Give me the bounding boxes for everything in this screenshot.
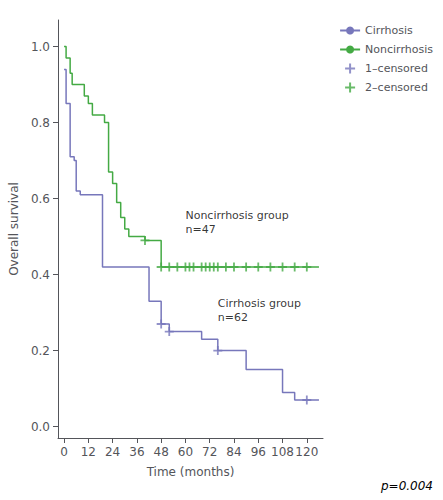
svg-text:120: 120 bbox=[295, 445, 318, 459]
svg-text:Noncirrhosis group: Noncirrhosis group bbox=[185, 209, 288, 222]
svg-text:60: 60 bbox=[178, 445, 193, 459]
svg-text:Cirrhosis group: Cirrhosis group bbox=[218, 297, 301, 310]
svg-text:72: 72 bbox=[202, 445, 217, 459]
svg-text:0.4: 0.4 bbox=[31, 268, 50, 282]
svg-text:1–censored: 1–censored bbox=[365, 62, 428, 75]
svg-text:36: 36 bbox=[129, 445, 144, 459]
svg-text:0.0: 0.0 bbox=[31, 420, 50, 434]
svg-text:n=47: n=47 bbox=[185, 223, 215, 236]
svg-text:1.0: 1.0 bbox=[31, 40, 50, 54]
svg-text:0: 0 bbox=[60, 445, 68, 459]
svg-text:0.8: 0.8 bbox=[31, 116, 50, 130]
svg-text:108: 108 bbox=[271, 445, 294, 459]
svg-text:Noncirrhosis: Noncirrhosis bbox=[365, 43, 433, 56]
svg-text:84: 84 bbox=[226, 445, 241, 459]
svg-text:Time (months): Time (months) bbox=[146, 465, 235, 479]
svg-text:0.2: 0.2 bbox=[31, 344, 50, 358]
svg-text:Overall survival: Overall survival bbox=[7, 182, 21, 276]
svg-text:48: 48 bbox=[154, 445, 169, 459]
svg-text:96: 96 bbox=[251, 445, 266, 459]
svg-text:24: 24 bbox=[105, 445, 120, 459]
svg-text:2–censored: 2–censored bbox=[365, 81, 428, 94]
svg-text:n=62: n=62 bbox=[218, 311, 248, 324]
svg-text:p=0.004: p=0.004 bbox=[380, 479, 433, 493]
svg-text:Cirrhosis: Cirrhosis bbox=[365, 24, 413, 37]
svg-text:12: 12 bbox=[81, 445, 96, 459]
svg-text:0.6: 0.6 bbox=[31, 192, 50, 206]
